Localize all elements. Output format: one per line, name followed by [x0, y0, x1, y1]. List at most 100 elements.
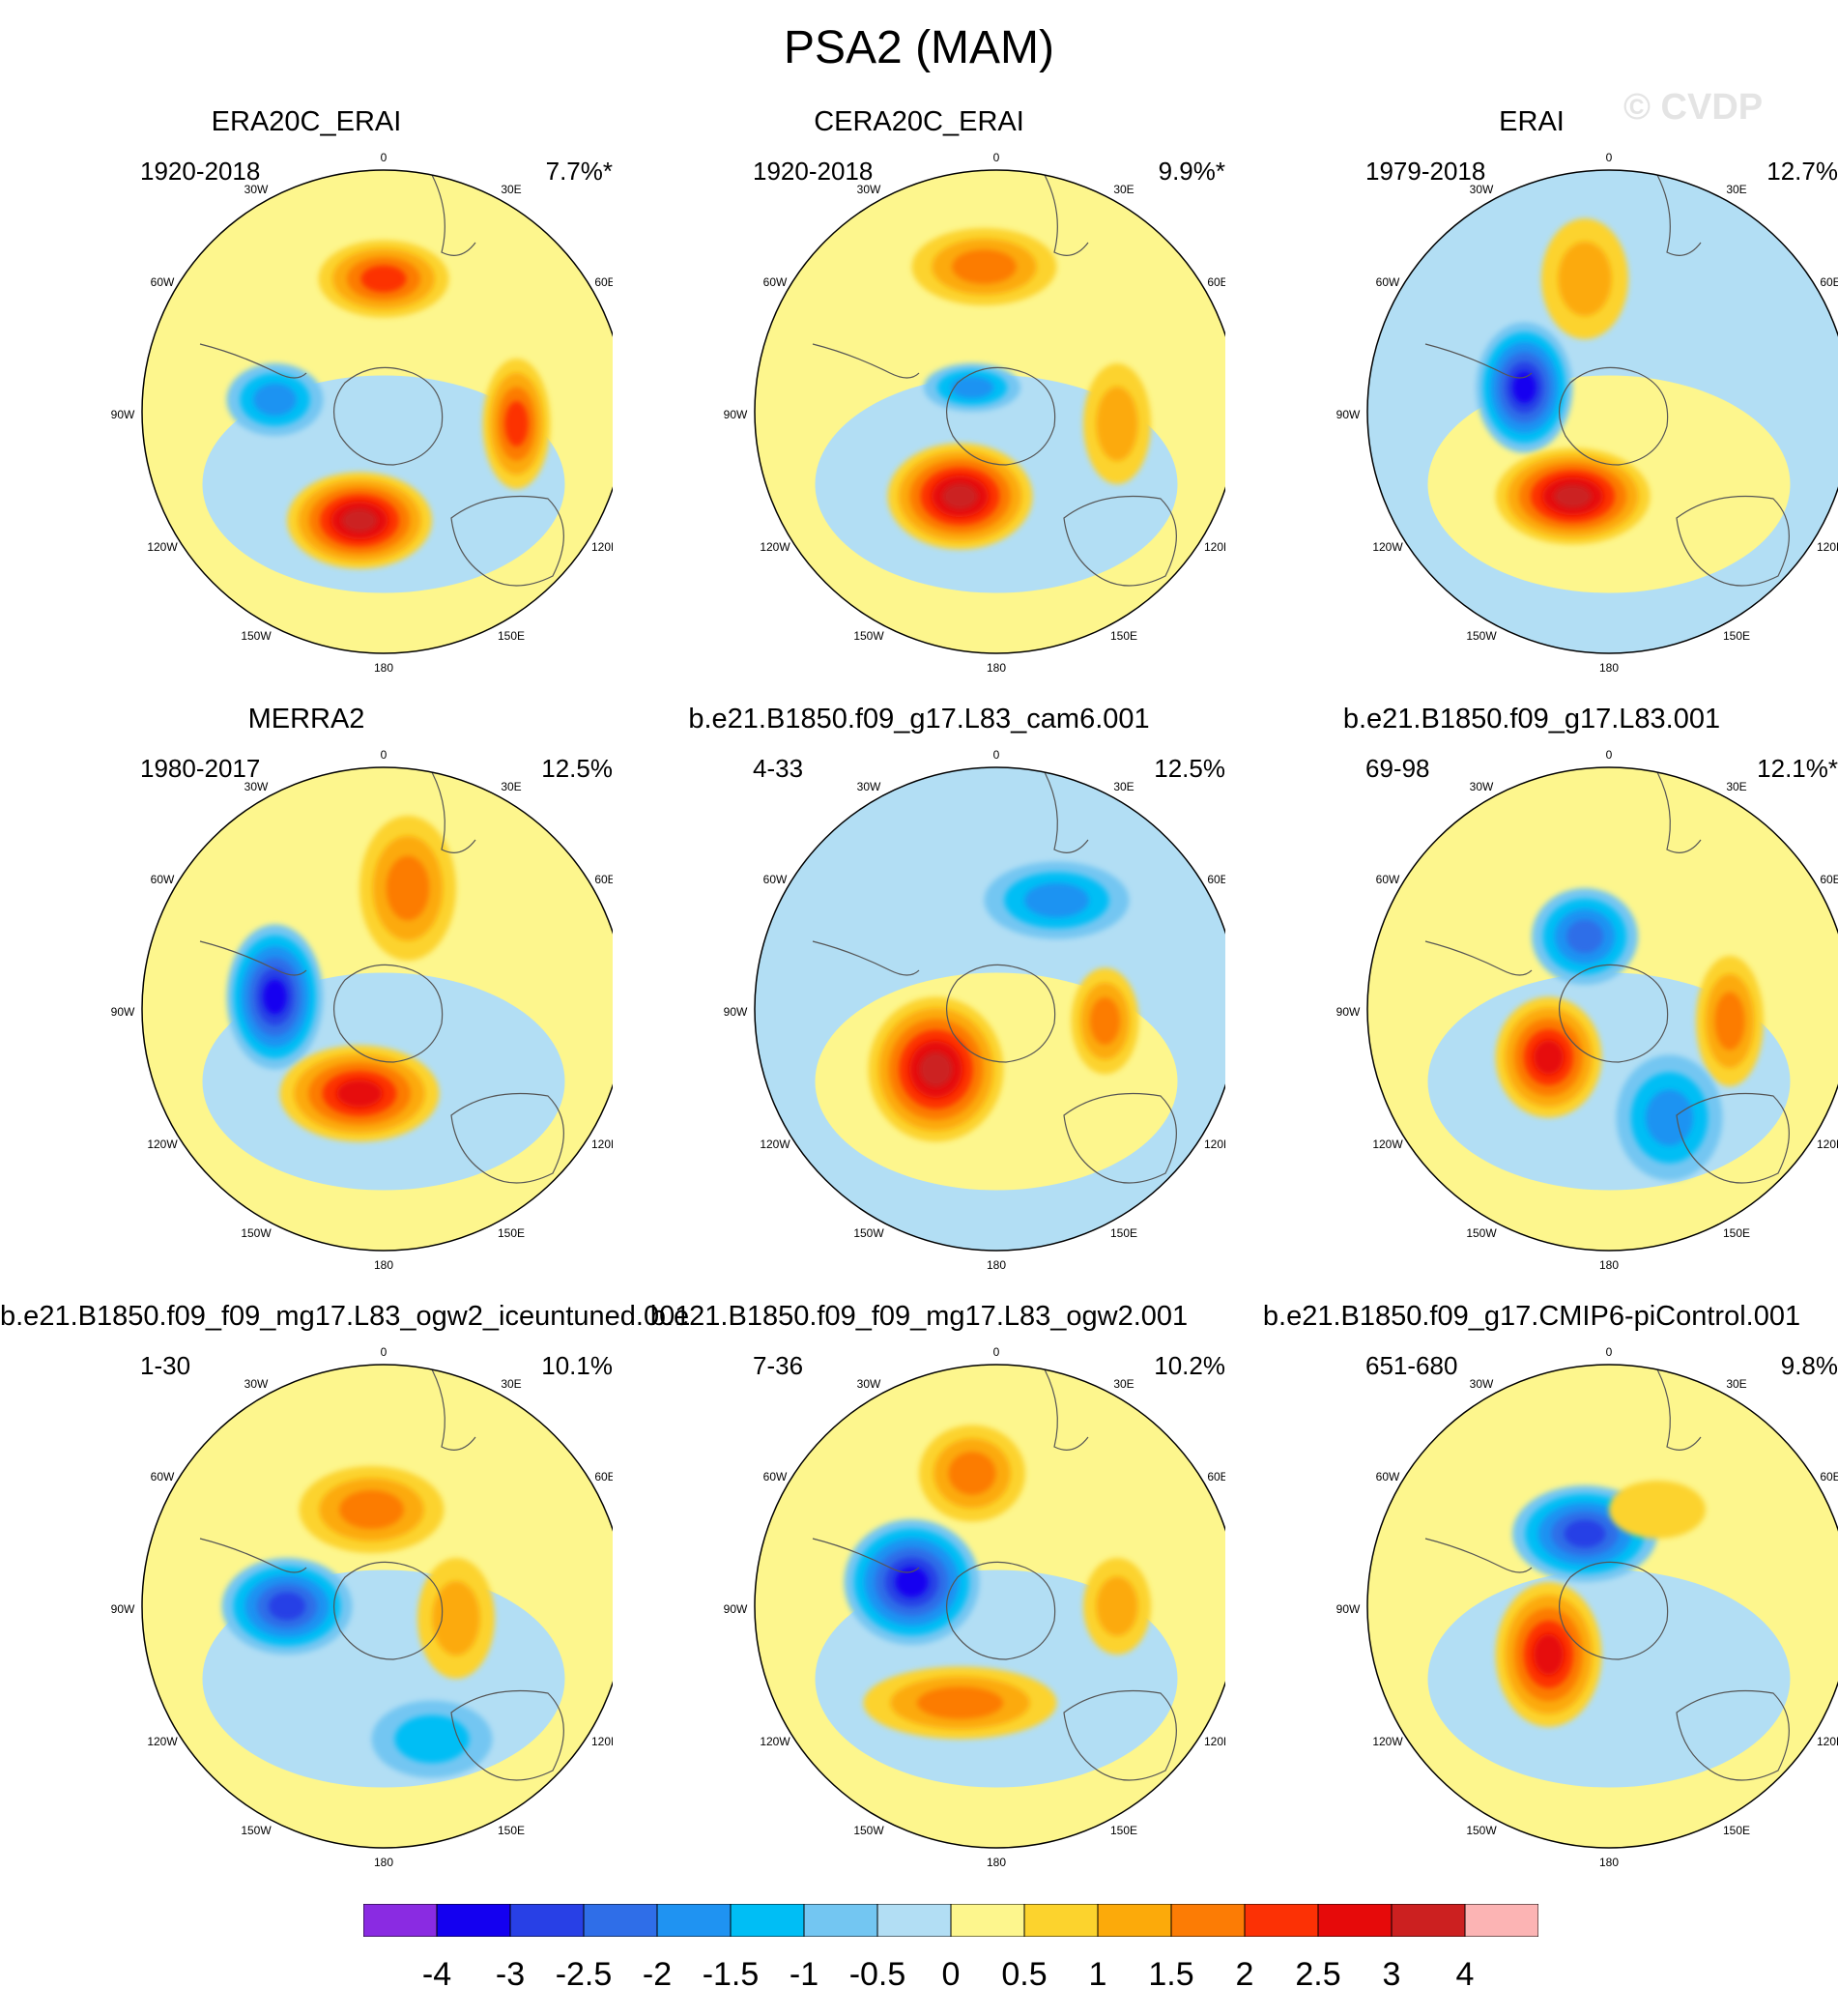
map-border — [141, 766, 613, 1252]
antarctica-coastline — [333, 1561, 444, 1660]
longitude-label: 60E — [1820, 873, 1838, 886]
south-america-coastline — [199, 940, 307, 976]
longitude-label: 0 — [993, 1345, 1000, 1359]
longitude-label: 180 — [374, 1856, 393, 1869]
colorbar-tick-label: -1.5 — [702, 1956, 760, 1993]
panel-percent-variance: 12.5% — [541, 754, 613, 783]
africa-coastline — [1044, 771, 1089, 853]
panel-years: 1-30 — [140, 1351, 191, 1380]
australia-coastline — [1063, 1689, 1177, 1781]
anomaly-contour — [1609, 1481, 1706, 1539]
map-border — [1366, 1364, 1838, 1849]
colorbar-tick-label: 1.5 — [1148, 1956, 1194, 1993]
longitude-label: 150W — [1466, 629, 1497, 643]
longitude-label: 60W — [151, 275, 175, 289]
longitude-label: 30E — [501, 183, 521, 196]
colorbar-tick-label: 2.5 — [1295, 1956, 1341, 1993]
longitude-label: 60E — [1207, 873, 1225, 886]
longitude-label: 120W — [760, 540, 790, 554]
longitude-label: 150E — [1723, 1824, 1750, 1837]
longitude-label: 150W — [1466, 1226, 1497, 1240]
australia-coastline — [1676, 495, 1790, 587]
longitude-label: 60W — [151, 873, 175, 886]
map-border — [1366, 169, 1838, 654]
panel-percent-variance: 9.8% — [1780, 1351, 1838, 1380]
polar-map: 030E60E90E120E150E180150W120W90W60W30W — [724, 151, 1225, 675]
antarctica-coastline — [946, 366, 1056, 466]
colorbar-swatch — [509, 1904, 585, 1937]
panel-years: 1979-2018 — [1365, 157, 1486, 186]
longitude-label: 120E — [591, 1138, 613, 1151]
panel-percent-variance: 12.1%* — [1757, 754, 1838, 783]
panel-percent-variance: 12.7% — [1766, 157, 1838, 186]
australia-coastline — [450, 1689, 564, 1781]
colorbar-tick-label: 2 — [1235, 1956, 1254, 1993]
longitude-label: 30E — [1113, 183, 1134, 196]
antarctica-coastline — [946, 1561, 1056, 1660]
longitude-label: 30E — [1726, 183, 1746, 196]
longitude-label: 60E — [1820, 275, 1838, 289]
colorbar-swatch — [876, 1904, 952, 1937]
longitude-label: 30W — [244, 1377, 269, 1391]
south-america-coastline — [1424, 1538, 1533, 1573]
australia-coastline — [1676, 1689, 1790, 1781]
longitude-label: 60W — [1376, 275, 1400, 289]
map-panel: 030E60E90E120E150E180150W120W90W60W30WME… — [0, 704, 613, 1298]
colorbar-tick-label: -2.5 — [555, 1956, 613, 1993]
anomaly-contour — [386, 855, 430, 921]
anomaly-contour — [1533, 1040, 1565, 1075]
longitude-label: 60W — [763, 873, 788, 886]
anomaly-contour — [336, 1080, 383, 1108]
longitude-label: 120E — [1204, 1138, 1225, 1151]
longitude-label: 120E — [1204, 1735, 1225, 1748]
anomaly-contour — [432, 1581, 480, 1656]
south-america-coastline — [199, 1538, 307, 1573]
colorbar-swatch — [730, 1904, 805, 1937]
anomaly-contour — [1089, 997, 1121, 1045]
australia-coastline — [1063, 495, 1177, 587]
colorbar-swatch — [1244, 1904, 1319, 1937]
panel-title: CERA20C_ERAI — [814, 106, 1024, 137]
longitude-label: 120E — [1817, 1138, 1838, 1151]
anomaly-contour — [360, 265, 407, 293]
panel-title: b.e21.B1850.f09_g17.L83_cam6.001 — [688, 704, 1150, 734]
panel-percent-variance: 10.1% — [541, 1351, 613, 1380]
longitude-label: 30W — [1470, 183, 1494, 196]
longitude-label: 90W — [724, 1005, 748, 1019]
longitude-label: 150W — [853, 629, 884, 643]
longitude-label: 30E — [1726, 1377, 1746, 1391]
longitude-label: 30W — [244, 183, 269, 196]
anomaly-contour — [942, 483, 978, 509]
anomaly-contour — [1533, 1633, 1565, 1676]
map-panel: 030E60E90E120E150E180150W120W90W60W30Wb.… — [613, 704, 1225, 1298]
polar-map: 030E60E90E120E150E180150W120W90W60W30W — [1336, 151, 1838, 675]
longitude-label: 150E — [498, 629, 525, 643]
australia-coastline — [450, 1092, 564, 1184]
antarctica-coastline — [1559, 366, 1669, 466]
longitude-label: 120E — [1817, 540, 1838, 554]
longitude-label: 150E — [1723, 629, 1750, 643]
longitude-label: 60W — [1376, 1470, 1400, 1483]
longitude-label: 180 — [374, 1258, 393, 1272]
longitude-label: 30W — [857, 780, 881, 793]
panel-percent-variance: 7.7%* — [545, 157, 613, 186]
colorbar-swatch — [656, 1904, 732, 1937]
longitude-label: 120W — [1372, 540, 1403, 554]
panel-years: 69-98 — [1365, 754, 1430, 783]
anomaly-contour — [1646, 1089, 1693, 1146]
polar-map: 030E60E90E120E150E180150W120W90W60W30W — [724, 748, 1225, 1272]
anomaly-contour — [1714, 992, 1745, 1051]
africa-coastline — [1656, 174, 1702, 256]
panel-title: ERAI — [1499, 106, 1565, 137]
longitude-label: 150W — [853, 1226, 884, 1240]
longitude-label: 30E — [1113, 1377, 1134, 1391]
longitude-label: 30E — [1113, 780, 1134, 793]
longitude-label: 90W — [111, 1602, 135, 1616]
map-panel: 030E60E90E120E150E180150W120W90W60W30WCE… — [613, 106, 1225, 701]
longitude-label: 120W — [1372, 1138, 1403, 1151]
longitude-label: 60W — [763, 275, 788, 289]
longitude-label: 150W — [1466, 1824, 1497, 1837]
longitude-label: 120W — [760, 1735, 790, 1748]
colorbar-swatch — [363, 1904, 438, 1937]
anomaly-contour — [917, 1686, 1003, 1719]
